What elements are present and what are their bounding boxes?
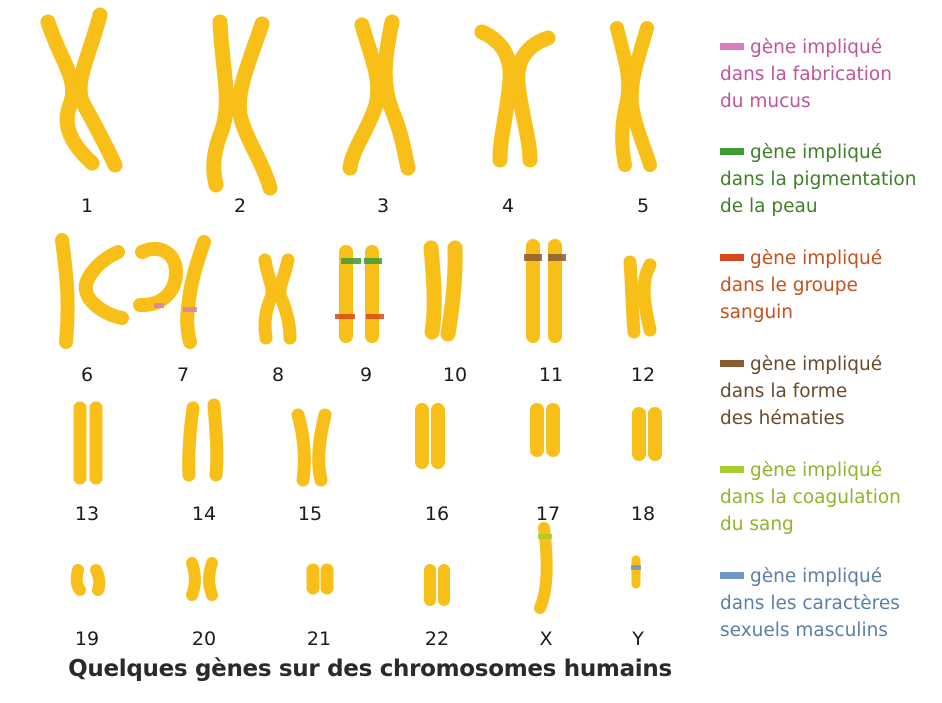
chromosome-3-chromatid-right (377, 14, 416, 176)
legend-text: gène impliqué (750, 142, 883, 163)
chromosome-label-21: 21 (306, 628, 332, 650)
legend-text: du mucus (720, 91, 811, 112)
chromosome-label-14: 14 (191, 503, 217, 525)
chromosome-5-chromatid-right (624, 21, 657, 172)
chromosome-label-22: 22 (424, 628, 450, 650)
chromosome-label-x: X (539, 628, 553, 650)
legend-text: gène impliqué (750, 566, 883, 587)
chromosome-1-chromatid-right (72, 7, 123, 173)
chromosome-7-chromatid-left (133, 241, 184, 312)
chromosome-label-8: 8 (271, 364, 285, 386)
gene-band-male-traits (631, 565, 641, 570)
gene-band-pigmentation (341, 258, 361, 264)
chromosome-label-9: 9 (359, 364, 373, 386)
chromosome-label-16: 16 (424, 503, 450, 525)
legend-swatch (720, 466, 744, 473)
figure-caption: Quelques gènes sur des chromosomes humai… (68, 656, 672, 682)
chromosome-14-chromatid-right (207, 398, 224, 482)
legend-text: dans la fabrication (720, 64, 892, 85)
chromosome-label-2: 2 (233, 195, 247, 217)
chromosome-label-18: 18 (630, 503, 656, 525)
gene-band-blood-group (366, 314, 384, 319)
chromosome-7-chromatid-right (180, 235, 211, 349)
chromosome-4-chromatid-right (510, 30, 556, 168)
chromosome-14-chromatid-left (182, 401, 200, 482)
chromosome-20-chromatid-left (186, 557, 201, 601)
chromosome-label-17: 17 (535, 503, 561, 525)
chromosome-1-chromatid-left (40, 14, 100, 171)
legend-item-6: gène impliqué dans les caractères sexuels … (720, 563, 942, 644)
legend-swatch (720, 254, 744, 261)
chromosome-label-13: 13 (74, 503, 100, 525)
chromosome-12-chromatid-left (623, 255, 641, 339)
chromosome-4-chromatid-left (474, 24, 518, 168)
legend-swatch (720, 360, 744, 367)
chromosome-10-chromatid-left (423, 240, 442, 340)
legend-text: dans les caractères (720, 593, 900, 614)
legend-text: gène impliqué (750, 248, 883, 269)
chromosome-label-10: 10 (442, 364, 468, 386)
chromosome-label-19: 19 (74, 628, 100, 650)
chromosome-19-chromatid-right (90, 564, 106, 596)
chromosome-15-chromatid-left (291, 408, 311, 487)
chromosome-label-12: 12 (630, 364, 656, 386)
legend-text: sanguin (720, 302, 794, 323)
legend-text: dans la coagulation (720, 487, 901, 508)
chromosome-20-chromatid-right (203, 557, 218, 601)
chromosome-label-11: 11 (538, 364, 564, 386)
chromosome-2-chromatid-left (206, 14, 234, 193)
legend-text: gène impliqué (750, 37, 883, 58)
gene-band-hematies (524, 254, 542, 261)
chromosome-8-chromatid-right (273, 253, 297, 345)
legend-text: gène impliqué (750, 354, 883, 375)
gene-band-mucus (154, 303, 164, 308)
gene-band-hematies (548, 254, 566, 261)
chromosome-x (534, 522, 553, 614)
gene-band-mucus (183, 307, 197, 312)
chromosome-label-7: 7 (176, 364, 190, 386)
legend-text: gène impliqué (750, 460, 883, 481)
chromosome-label-20: 20 (191, 628, 217, 650)
chromosome-label-y: Y (632, 628, 644, 650)
legend-swatch (720, 43, 744, 50)
gene-band-coagulation (538, 534, 552, 539)
chromosome-3-chromatid-left (342, 17, 386, 176)
legend-text: dans le groupe (720, 275, 858, 296)
legend-item-5: gène impliqué dans la coagulation du sang (720, 457, 942, 538)
chromosome-15-chromatid-right (312, 408, 332, 487)
chromosome-8-chromatid-left (258, 253, 279, 345)
chromosome-2-chromatid-right (231, 16, 278, 196)
chromosome-6-chromatid-left (55, 233, 75, 349)
chromosome-6-chromatid-right (78, 245, 129, 325)
chromosome-19-chromatid-left (70, 564, 86, 596)
chromosome-label-5: 5 (636, 195, 650, 217)
legend-item-4: gène impliqué dans la forme des hématies (720, 351, 942, 432)
legend-item-1: gène impliqué dans la fabrication du mucus (720, 34, 942, 115)
karyotype-diagram (40, 7, 662, 614)
chromosome-label-3: 3 (376, 195, 390, 217)
legend-swatch (720, 572, 744, 579)
chromosome-label-4: 4 (501, 195, 515, 217)
chromosome-label-15: 15 (297, 503, 323, 525)
legend-text: de la peau (720, 196, 818, 217)
chromosome-12-chromatid-right (637, 258, 657, 337)
legend-text: sexuels masculins (720, 620, 888, 641)
legend-swatch (720, 148, 744, 155)
chromosome-10-chromatid-right (440, 240, 463, 342)
gene-band-pigmentation (364, 258, 382, 264)
legend-item-2: gène impliqué dans la pigmentation de la p… (720, 139, 942, 220)
legend-text: dans la pigmentation (720, 169, 917, 190)
legend-item-3: gène impliqué dans le groupe sanguin (720, 245, 942, 326)
chromosome-label-6: 6 (80, 364, 94, 386)
chromosome-label-1: 1 (80, 195, 94, 217)
legend-text: des hématies (720, 408, 845, 429)
gene-band-blood-group (335, 314, 355, 319)
legend-text: dans la forme (720, 381, 848, 402)
legend-text: du sang (720, 514, 794, 535)
